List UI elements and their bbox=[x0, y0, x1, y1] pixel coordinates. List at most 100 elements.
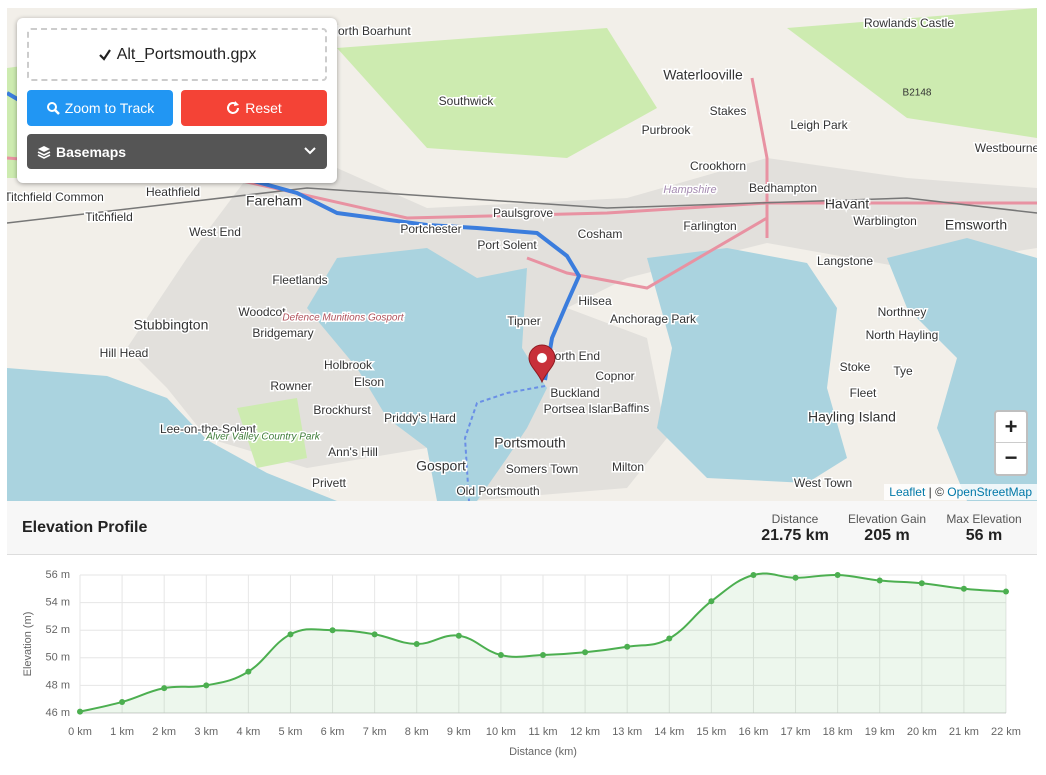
place-label: Port Solent bbox=[477, 238, 537, 252]
check-icon bbox=[98, 48, 111, 61]
profile-title: Elevation Profile bbox=[22, 519, 148, 536]
data-point bbox=[119, 698, 126, 705]
data-point bbox=[203, 682, 210, 689]
place-label: Ann's Hill bbox=[328, 445, 378, 459]
data-point bbox=[245, 668, 252, 675]
place-label: Tye bbox=[893, 364, 913, 378]
x-tick-label: 0 km bbox=[68, 726, 92, 738]
stat: Max Elevation 56 m bbox=[946, 512, 1021, 545]
y-tick-label: 48 m bbox=[46, 679, 70, 691]
reset-button[interactable]: Reset bbox=[181, 90, 327, 126]
place-label: Buckland bbox=[550, 386, 599, 400]
zoom-to-track-button[interactable]: Zoom to Track bbox=[27, 90, 173, 126]
x-tick-label: 12 km bbox=[570, 726, 600, 738]
stat: Distance 21.75 km bbox=[761, 512, 829, 545]
osm-link[interactable]: OpenStreetMap bbox=[947, 485, 1032, 499]
place-label: Hill Head bbox=[100, 346, 149, 360]
place-label: Hayling Island bbox=[808, 409, 896, 425]
place-label: Rowner bbox=[270, 379, 311, 393]
x-tick-label: 22 km bbox=[991, 726, 1021, 738]
stat-value: 21.75 km bbox=[761, 527, 829, 544]
place-label: Somers Town bbox=[506, 462, 578, 476]
chevron-icon bbox=[304, 147, 316, 155]
search-icon bbox=[46, 102, 60, 115]
stat: Elevation Gain 205 m bbox=[848, 512, 926, 545]
x-tick-label: 17 km bbox=[781, 726, 811, 738]
place-label: Langstone bbox=[817, 254, 873, 268]
zoom-in[interactable]: + bbox=[996, 412, 1026, 443]
x-tick-label: 5 km bbox=[279, 726, 303, 738]
place-label: Titchfield Common bbox=[7, 190, 104, 204]
leaflet-link[interactable]: Leaflet bbox=[889, 485, 926, 499]
place-label: Fleet bbox=[850, 386, 877, 400]
x-tick-label: 2 km bbox=[152, 726, 176, 738]
place-label: Elson bbox=[354, 375, 384, 389]
place-label: Portsmouth bbox=[494, 435, 566, 451]
data-point bbox=[1003, 588, 1009, 595]
place-label: Purbrook bbox=[642, 123, 692, 137]
place-label: Westbourne bbox=[975, 141, 1037, 155]
y-tick-label: 50 m bbox=[46, 652, 70, 664]
zoom-out[interactable]: − bbox=[1004, 445, 1018, 470]
place-label: Old Portsmouth bbox=[456, 484, 539, 498]
zoom-control: + − bbox=[994, 410, 1028, 476]
place-label: Cosham bbox=[578, 227, 623, 241]
x-tick-label: 15 km bbox=[696, 726, 726, 738]
x-tick-label: 14 km bbox=[654, 726, 684, 738]
stat-label: Elevation Gain bbox=[847, 512, 927, 526]
place-label: Stakes bbox=[710, 104, 747, 118]
stat-value: 56 m bbox=[965, 527, 1003, 544]
x-tick-label: 16 km bbox=[738, 726, 768, 738]
place-label: Fleetlands bbox=[272, 273, 327, 287]
x-tick-label: 1 km bbox=[110, 726, 134, 738]
place-label: Stubbington bbox=[134, 317, 209, 333]
place-label: Hampshire bbox=[663, 184, 716, 196]
x-tick-label: 7 km bbox=[363, 726, 387, 738]
data-point bbox=[960, 585, 967, 592]
map[interactable]: Rowlands Castle Waterlooville Southwick Pur… bbox=[7, 8, 1037, 501]
button-label: Reset bbox=[245, 100, 282, 116]
place-label: West Town bbox=[794, 476, 852, 490]
separator: | © bbox=[928, 485, 944, 499]
data-point bbox=[161, 685, 168, 692]
data-point bbox=[834, 572, 841, 578]
place-label: Crookhorn bbox=[690, 159, 746, 173]
place-label: Lee-on-the-Solent bbox=[160, 422, 257, 436]
ferry-route bbox=[463, 385, 546, 501]
place-label: Holbrook bbox=[324, 358, 373, 372]
x-tick-label: 8 km bbox=[405, 726, 429, 738]
place-label: Gosport bbox=[416, 458, 466, 474]
place-label: Rowlands Castle bbox=[864, 16, 954, 30]
x-tick-label: 19 km bbox=[865, 726, 895, 738]
place-label: Havant bbox=[825, 196, 869, 212]
y-tick-label: 52 m bbox=[46, 624, 70, 636]
file-name: Alt_Portsmouth.gpx bbox=[116, 45, 257, 63]
layers-icon bbox=[37, 145, 51, 159]
stat-value: 205 m bbox=[864, 527, 910, 544]
place-label: Brockhurst bbox=[313, 403, 371, 417]
x-tick-label: 10 km bbox=[486, 726, 516, 738]
data-point bbox=[455, 632, 462, 639]
button-label: Zoom to Track bbox=[64, 100, 155, 116]
place-label: Woodcot bbox=[238, 305, 286, 319]
place-label: Paulsgrove bbox=[493, 206, 553, 220]
place-label: Hilsea bbox=[578, 294, 612, 308]
location-marker[interactable] bbox=[528, 344, 556, 384]
place-label: Fareham bbox=[246, 193, 302, 209]
refresh-icon bbox=[227, 101, 240, 114]
data-point bbox=[750, 572, 757, 578]
data-point bbox=[876, 577, 883, 584]
profile-header: Elevation Profile Distance 21.75 km Eleva… bbox=[7, 501, 1037, 555]
place-label: North Hayling bbox=[866, 328, 939, 342]
place-label: Bedhampton bbox=[749, 181, 817, 195]
data-point bbox=[329, 627, 336, 634]
y-tick-label: 54 m bbox=[46, 597, 70, 609]
y-axis-title: Elevation (m) bbox=[22, 612, 34, 677]
data-point bbox=[624, 643, 631, 650]
data-point bbox=[666, 635, 673, 642]
file-drop[interactable]: Alt_Portsmouth.gpx bbox=[27, 28, 327, 81]
place-label: Copnor bbox=[595, 369, 634, 383]
place-label: Privett bbox=[312, 476, 347, 490]
basemaps-dropdown[interactable]: Basemaps bbox=[27, 134, 327, 169]
